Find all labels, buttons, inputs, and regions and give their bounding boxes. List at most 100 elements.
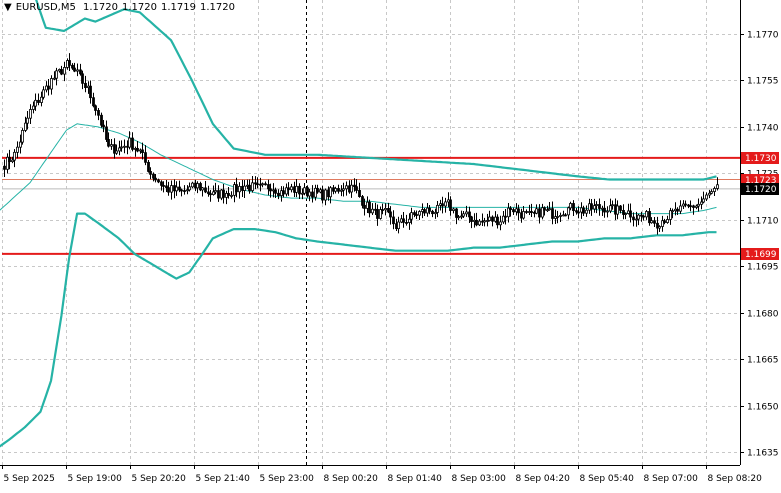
candle-body-up (637, 214, 640, 220)
candle-body-up (21, 130, 24, 143)
candle-body-up (170, 185, 173, 193)
x-tick-label: 5 Sep 20:20 (132, 474, 187, 484)
candle (642, 214, 645, 221)
band-lower (0, 212, 717, 448)
candle-body-down (311, 191, 314, 198)
candle-body-down (381, 209, 384, 211)
candle (452, 207, 455, 214)
candle-body-up (230, 194, 233, 197)
symbol-info-bar: ▼ EURUSD,M5 1.1720 1.1720 1.1719 1.1720 (4, 2, 239, 13)
candle (261, 182, 264, 188)
candle (645, 210, 648, 220)
candle (115, 144, 118, 155)
x-tick-label: 8 Sep 07:00 (644, 474, 699, 484)
y-tick-label: 1.1710 (747, 217, 779, 227)
candle-body-down (183, 190, 186, 192)
candle-body-down (3, 165, 6, 170)
candle (55, 67, 58, 86)
candle (381, 203, 384, 215)
candle (180, 188, 183, 197)
candle (567, 206, 570, 220)
candle (468, 206, 471, 223)
axes: 1.17701.17551.17401.17251.17101.16951.16… (0, 0, 779, 484)
candle-body-up (669, 210, 672, 220)
candle (196, 181, 199, 194)
candle (274, 187, 277, 199)
candle-body-up (488, 216, 491, 221)
candle-body-down (162, 185, 165, 187)
candle-body-down (496, 216, 499, 226)
candle (541, 203, 544, 220)
candle-body-up (40, 96, 43, 103)
candle-body-up (559, 214, 562, 217)
candle (441, 196, 444, 214)
candle-body-down (642, 215, 645, 218)
candle-body-up (19, 141, 22, 148)
candle (606, 206, 609, 218)
candle-body-up (55, 70, 58, 79)
candle-body-down (353, 184, 356, 188)
candle (110, 138, 113, 150)
candle-body-up (285, 187, 288, 195)
candle-body-down (160, 181, 163, 186)
y-tick-label: 1.1680 (747, 310, 779, 320)
candle-body-up (585, 209, 588, 214)
candle (73, 62, 76, 73)
candle (188, 182, 191, 192)
candle (653, 217, 656, 228)
candle-body-down (217, 190, 220, 199)
candle-body-up (460, 215, 463, 218)
candle (483, 217, 486, 227)
candle-body-down (653, 220, 656, 224)
candle (603, 201, 606, 218)
candle-body-down (254, 182, 257, 185)
candle (287, 182, 290, 196)
x-tick-label: 5 Sep 19:00 (68, 474, 123, 484)
candle (37, 93, 40, 106)
candle (695, 204, 698, 210)
candle (546, 205, 549, 213)
candle-body-up (301, 192, 304, 195)
candle-body-up (697, 203, 700, 207)
candle (243, 180, 246, 199)
candle-body-down (387, 207, 390, 213)
x-tick-label: 8 Sep 00:20 (324, 474, 379, 484)
candle (692, 204, 695, 215)
candle (24, 116, 27, 133)
candle (624, 212, 627, 220)
open-price: 1.1720 (83, 2, 119, 13)
candle (285, 183, 288, 197)
candle (525, 209, 528, 214)
candle (611, 200, 614, 210)
candle (84, 75, 87, 93)
candle (436, 201, 439, 218)
candle-body-up (110, 144, 113, 147)
band-upper (35, 0, 717, 181)
candle (144, 145, 147, 166)
candle-body-down (199, 183, 202, 191)
candle (19, 134, 22, 154)
candle (79, 63, 82, 76)
candle (522, 206, 525, 220)
candle (593, 198, 596, 213)
candle-body-up (595, 204, 598, 206)
candle-body-down (277, 192, 280, 197)
candle-body-down (264, 183, 267, 186)
candle (324, 188, 327, 206)
dropdown-arrow-icon[interactable]: ▼ (4, 2, 12, 13)
candle-body-up (713, 188, 716, 192)
candle (298, 183, 301, 199)
candle (449, 196, 452, 216)
candle (428, 205, 431, 215)
candle (564, 213, 567, 217)
candle-body-up (671, 210, 674, 213)
candle-body-up (702, 198, 705, 203)
candle-body-down (89, 85, 92, 99)
candle-body-up (175, 186, 178, 192)
price-label-box (741, 152, 779, 164)
candle-body-up (705, 194, 708, 200)
candle (716, 177, 719, 191)
